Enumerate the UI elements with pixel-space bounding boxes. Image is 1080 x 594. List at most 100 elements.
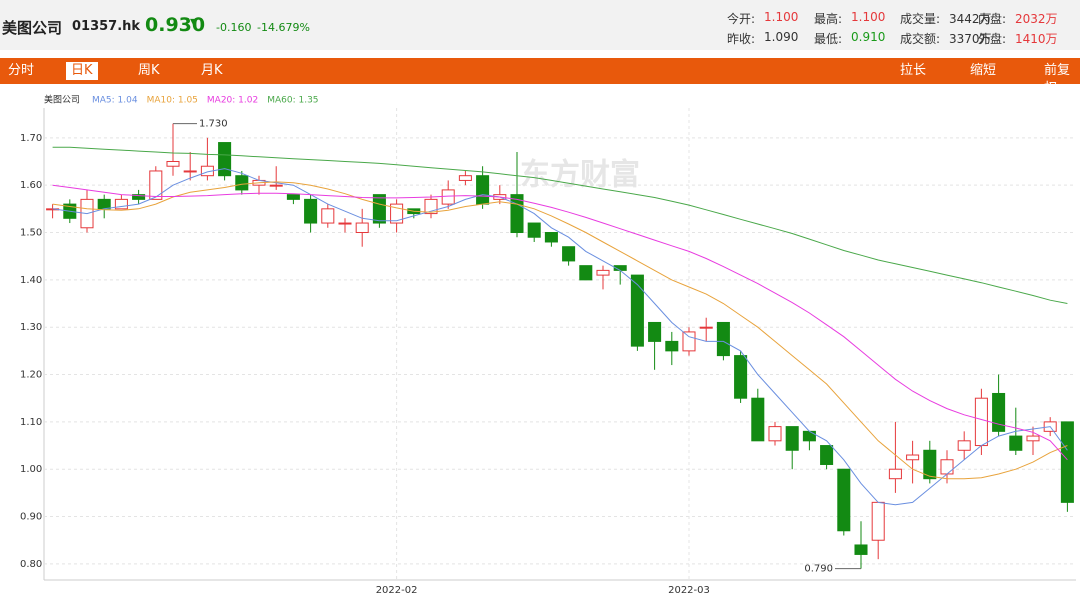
candle-body [149, 170, 163, 200]
price-change: -0.160 [216, 21, 252, 34]
candle-body [304, 198, 318, 224]
candle-body [355, 222, 369, 234]
field-value: 1410万 [1015, 32, 1058, 46]
toolbar: 分时 日K 周K 月K 拉长 缩短 前复权 [0, 58, 1080, 96]
stock-name: 美图公司 [2, 19, 63, 37]
candle-body [957, 440, 971, 451]
field-value: 1.100 [764, 10, 799, 24]
candle-body [923, 449, 937, 480]
candle-body [630, 274, 644, 347]
candle-body [854, 544, 868, 555]
candle-body [802, 430, 816, 442]
candle-body [940, 459, 954, 475]
candle-body [458, 175, 472, 181]
field-value: 1.090 [764, 30, 799, 44]
candle-body [97, 198, 111, 210]
y-tick-label: 0.80 [20, 559, 42, 570]
field-value: 0.910 [851, 30, 886, 44]
candle-body [579, 265, 593, 281]
x-tick-label: 2022-02 [376, 585, 418, 594]
period-tab[interactable]: 月K [201, 63, 223, 78]
candle-body [648, 321, 662, 342]
candle-body [734, 355, 748, 399]
candle-body [132, 194, 146, 200]
candle-body [183, 170, 197, 173]
y-tick-label: 0.90 [20, 512, 42, 523]
candle-body [235, 175, 249, 191]
field-label: 昨收: [727, 32, 756, 46]
price: 0.930 [145, 14, 206, 36]
ma-line [52, 184, 1068, 461]
candle-body [441, 189, 455, 205]
candle-body [820, 445, 834, 465]
ma-line [52, 181, 1068, 480]
field-label: 成交量: [900, 12, 941, 26]
price-change-pct: -14.679% [257, 21, 310, 34]
field-label: 内盘: [978, 12, 1007, 26]
ma-line [52, 168, 1068, 506]
candle-body [906, 454, 920, 461]
candle-body [1009, 435, 1023, 451]
field-label: 最高: [814, 12, 843, 26]
y-tick-label: 1.20 [20, 370, 42, 381]
candle-body [338, 222, 352, 225]
candle-body [888, 468, 902, 480]
legend-entry: MA20: 1.02 [207, 96, 258, 106]
field-label: 最低: [814, 32, 843, 46]
period-tab[interactable]: 周K [138, 63, 160, 78]
legend-entry: MA10: 1.05 [147, 96, 198, 106]
candle-body [544, 232, 558, 243]
tool-button[interactable]: 缩短 [970, 63, 997, 78]
tool-button[interactable]: 前复权 [1044, 63, 1071, 96]
candle-body [992, 392, 1006, 432]
candle-body [974, 397, 988, 447]
y-tick-label: 1.50 [20, 228, 42, 239]
candle-body [372, 194, 386, 224]
period-tab[interactable]: 分时 [8, 63, 35, 78]
y-tick-label: 1.00 [20, 464, 42, 475]
tool-button[interactable]: 拉长 [900, 63, 927, 78]
stock-code: 01357.hk [72, 19, 141, 34]
candle-body [665, 340, 679, 352]
field-value: 2032万 [1015, 12, 1058, 26]
field-label: 外盘: [978, 32, 1007, 46]
y-tick-label: 1.10 [20, 417, 42, 428]
price-arrow: ▾ [190, 14, 197, 28]
ma-line [52, 146, 1068, 304]
field-value: 1.100 [851, 10, 886, 24]
annotation: 0.790 [804, 564, 833, 575]
candle-body [286, 194, 300, 200]
period-tab[interactable]: 日K [66, 62, 98, 80]
legend-entry: MA5: 1.04 [92, 96, 138, 106]
x-tick-label: 2022-03 [668, 585, 710, 594]
chart: 东方财富 0.80 0.90 1.00 1.10 1.20 1.30 1.40 1.50 1.60… [20, 94, 1076, 594]
candle-body [269, 184, 283, 187]
candle-body [837, 468, 851, 532]
y-tick-label: 1.60 [20, 180, 42, 191]
candle-body [1060, 421, 1074, 503]
watermark: 东方财富 [520, 158, 640, 193]
candle-body [596, 269, 610, 276]
y-tick-label: 1.40 [20, 275, 42, 286]
field-label: 成交额: [900, 32, 941, 46]
candle-body [527, 222, 541, 238]
candle-body [751, 397, 765, 442]
quote-header: 美图公司 01357.hk 0.930 ▾ -0.160 -14.679% 今开… [0, 0, 1080, 50]
candle-body [476, 175, 490, 205]
legend-entry: MA60: 1.35 [267, 96, 318, 106]
field-label: 今开: [727, 12, 756, 26]
candle-body [768, 426, 782, 442]
field-value: 3442万 [949, 12, 992, 26]
candle-body [114, 198, 128, 210]
candle-body [716, 321, 730, 357]
candle-body [785, 426, 799, 451]
candle-body [166, 160, 180, 167]
candle-body [218, 142, 232, 177]
candle-body [682, 331, 696, 352]
candle-body [871, 501, 885, 541]
field-value: 3370万 [949, 32, 992, 46]
y-tick-label: 1.70 [20, 133, 42, 144]
candle-body [699, 326, 713, 329]
annotation: 1.730 [199, 119, 228, 130]
